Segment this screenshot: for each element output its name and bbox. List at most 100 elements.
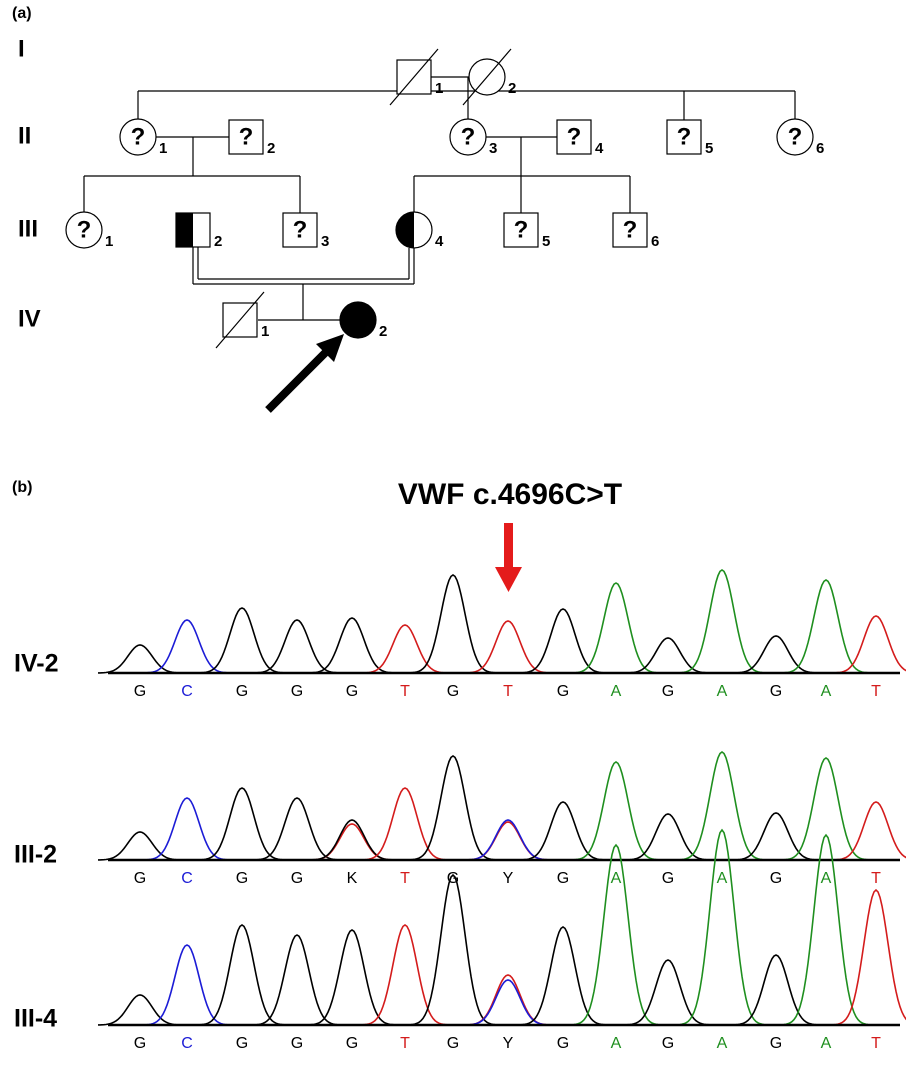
unknown-status: ? bbox=[677, 123, 692, 150]
individual-number: 1 bbox=[159, 140, 167, 157]
base-call: G bbox=[557, 1035, 569, 1052]
generation-label: II bbox=[18, 122, 31, 149]
base-call: G bbox=[770, 1035, 782, 1052]
base-call: A bbox=[821, 683, 832, 700]
peak bbox=[466, 975, 550, 1025]
peak bbox=[255, 620, 339, 673]
individual: ?4 bbox=[557, 120, 604, 157]
base-call: G bbox=[236, 870, 248, 887]
individual-number: 2 bbox=[379, 323, 387, 340]
generation-label: III bbox=[18, 215, 38, 242]
generation-label: I bbox=[18, 35, 25, 62]
base-call: K bbox=[347, 870, 358, 887]
individual-number: 4 bbox=[435, 233, 444, 250]
base-call: G bbox=[134, 683, 146, 700]
base-call: A bbox=[717, 870, 728, 887]
base-call: A bbox=[611, 683, 622, 700]
peak bbox=[574, 583, 658, 673]
red-arrow bbox=[495, 523, 522, 592]
base-call: G bbox=[291, 683, 303, 700]
individual: ?2 bbox=[229, 120, 275, 157]
base-call: G bbox=[447, 683, 459, 700]
individual: ?5 bbox=[667, 120, 713, 157]
peak bbox=[626, 638, 710, 673]
unknown-status: ? bbox=[623, 216, 638, 243]
base-call: T bbox=[503, 683, 513, 700]
base-call: G bbox=[134, 870, 146, 887]
base-call: G bbox=[291, 1035, 303, 1052]
peak bbox=[98, 832, 182, 860]
unknown-status: ? bbox=[77, 216, 92, 243]
peak bbox=[784, 758, 868, 860]
peak bbox=[626, 814, 710, 860]
unknown-status: ? bbox=[514, 216, 529, 243]
panel-label: (a) bbox=[12, 5, 32, 22]
individual-number: 1 bbox=[261, 323, 269, 340]
female-symbol bbox=[340, 302, 376, 338]
peak bbox=[680, 752, 764, 860]
base-call: C bbox=[181, 870, 193, 887]
peak bbox=[411, 875, 495, 1025]
unknown-status: ? bbox=[567, 123, 582, 150]
base-call: T bbox=[400, 1035, 410, 1052]
base-call: Y bbox=[503, 870, 514, 887]
base-call: G bbox=[291, 870, 303, 887]
individual-number: 5 bbox=[705, 140, 713, 157]
peak bbox=[200, 925, 284, 1025]
chromatogram bbox=[98, 752, 906, 860]
base-call: T bbox=[871, 870, 881, 887]
base-call: A bbox=[821, 870, 832, 887]
peak bbox=[521, 802, 605, 860]
figure: (a) (b) VWF c.4696C>T I 1 2 II? bbox=[0, 0, 906, 1078]
base-call: G bbox=[447, 1035, 459, 1052]
base-call: G bbox=[662, 1035, 674, 1052]
mutation-title: VWF c.4696C>T bbox=[398, 478, 622, 511]
base-call: T bbox=[871, 683, 881, 700]
individual-number: 4 bbox=[595, 140, 604, 157]
base-call: A bbox=[717, 683, 728, 700]
unknown-status: ? bbox=[293, 216, 308, 243]
individual: 2 bbox=[176, 213, 222, 250]
panel-label: (b) bbox=[12, 479, 32, 496]
pedigree-lines bbox=[84, 77, 795, 320]
individual-number: 3 bbox=[321, 233, 329, 250]
individual: ?5 bbox=[504, 213, 550, 250]
peak bbox=[680, 570, 764, 673]
individual-number: 6 bbox=[816, 140, 824, 157]
base-call: C bbox=[181, 1035, 193, 1052]
individual: 2 bbox=[340, 302, 387, 340]
proband-arrow bbox=[268, 334, 344, 410]
peak bbox=[521, 927, 605, 1025]
individual-number: 1 bbox=[435, 80, 443, 97]
individual: 4 bbox=[396, 212, 444, 250]
base-call: C bbox=[181, 683, 193, 700]
individual: 2 bbox=[463, 49, 516, 105]
individual-number: 2 bbox=[267, 140, 275, 157]
base-call: A bbox=[717, 1035, 728, 1052]
base-call: G bbox=[557, 683, 569, 700]
individual: ?3 bbox=[450, 119, 497, 157]
unknown-status: ? bbox=[239, 123, 254, 150]
individual-number: 2 bbox=[214, 233, 222, 250]
base-call: G bbox=[557, 870, 569, 887]
individual-number: 6 bbox=[651, 233, 659, 250]
peak bbox=[734, 955, 818, 1025]
peak bbox=[834, 890, 906, 1025]
base-call: G bbox=[662, 683, 674, 700]
base-call: T bbox=[400, 683, 410, 700]
peak bbox=[310, 618, 394, 673]
peak bbox=[255, 798, 339, 860]
carrier-fill bbox=[176, 213, 193, 247]
base-call: G bbox=[134, 1035, 146, 1052]
peak bbox=[145, 620, 229, 673]
base-call: A bbox=[611, 870, 622, 887]
peak bbox=[200, 608, 284, 673]
individual: ?6 bbox=[613, 213, 659, 250]
individual: ?1 bbox=[66, 212, 113, 250]
individual: ?3 bbox=[283, 213, 329, 250]
peak bbox=[363, 788, 447, 860]
base-call: G bbox=[346, 1035, 358, 1052]
peak bbox=[734, 636, 818, 673]
individual-number: 1 bbox=[105, 233, 113, 250]
base-call: A bbox=[611, 1035, 622, 1052]
